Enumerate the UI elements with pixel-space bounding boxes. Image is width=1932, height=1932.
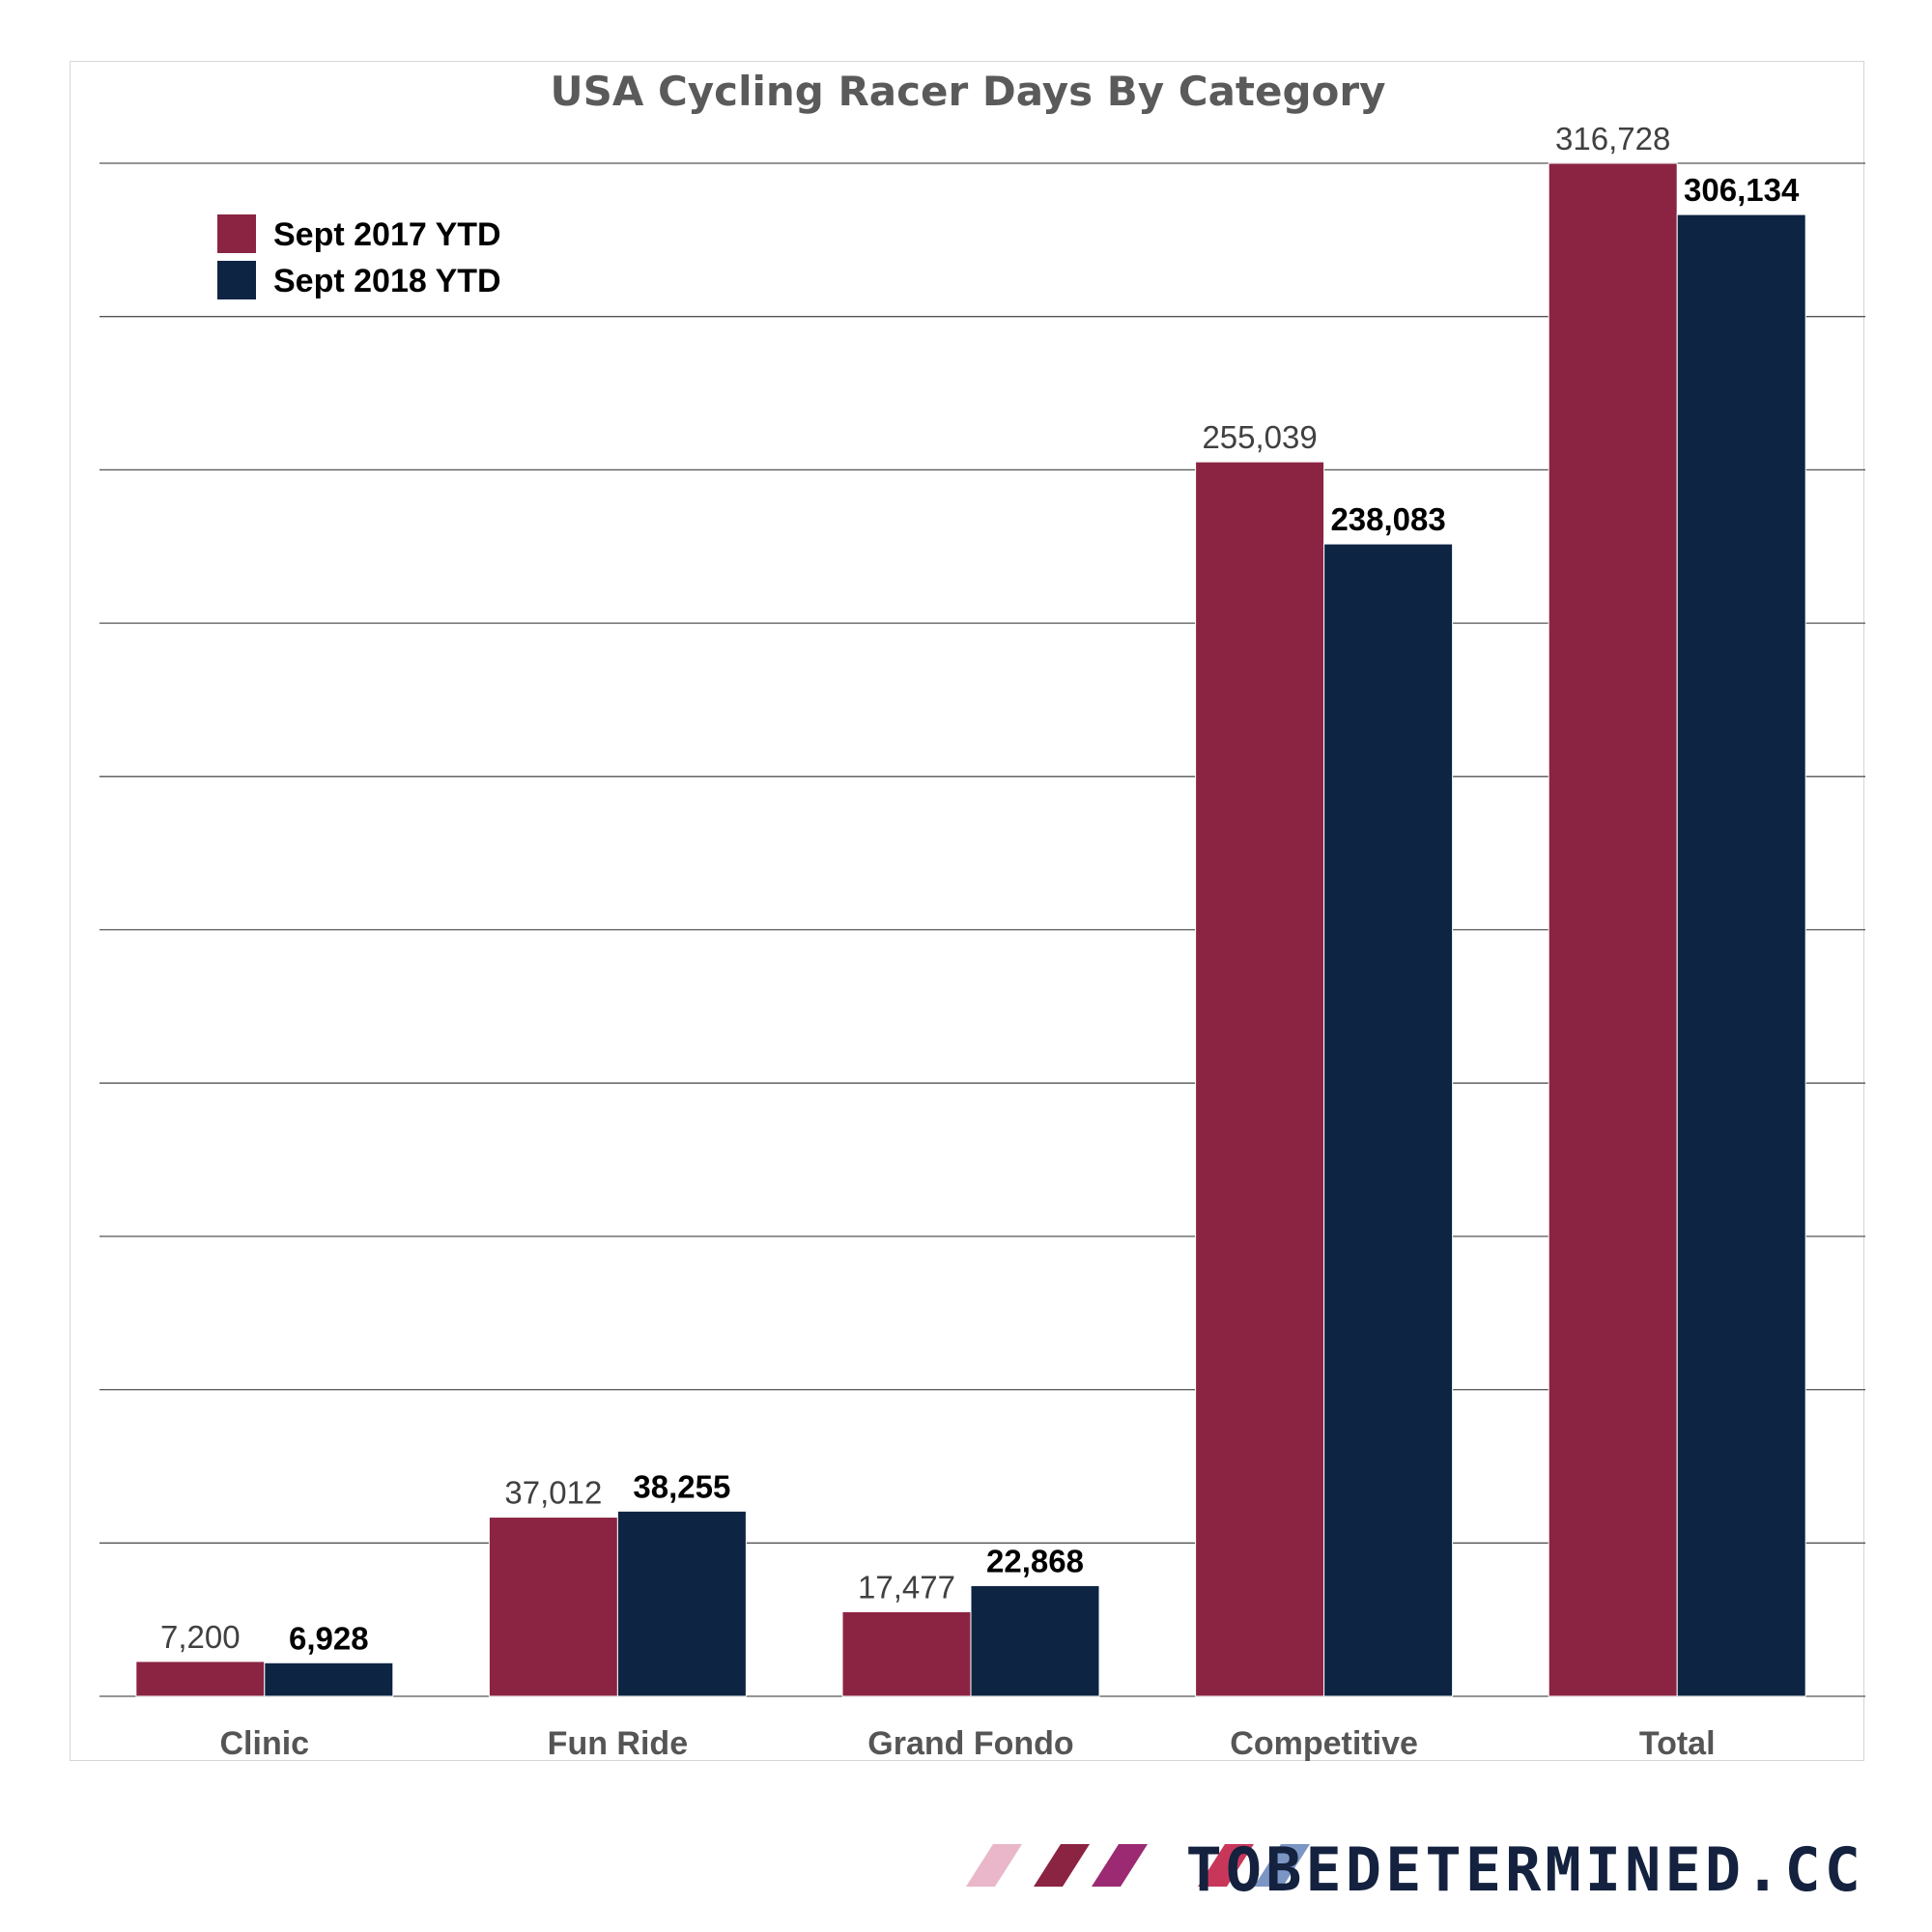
data-label: 238,083 [1330,501,1445,537]
bar [841,1610,972,1697]
category-label: Clinic [220,1725,310,1762]
data-label: 255,039 [1202,419,1317,455]
data-label: 38,255 [633,1468,730,1504]
bar [1323,543,1454,1697]
data-label: 6,928 [289,1620,369,1656]
bar [970,1584,1100,1697]
data-label: 17,477 [858,1569,955,1605]
bar [1548,162,1678,1697]
legend-label: Sept 2017 YTD [273,216,501,253]
bar [1676,213,1806,1697]
data-label: 37,012 [504,1475,602,1511]
brand-stripe [1198,1844,1254,1887]
category-label: Total [1639,1725,1716,1762]
brand-text: TOBEDETERMINED.CC [1185,1834,1864,1905]
bar-chart: USA Cycling Racer Days By Category 7,200… [99,68,1865,1762]
bar [616,1510,747,1697]
data-label: 306,134 [1684,172,1800,208]
bar [488,1517,618,1697]
category-labels: Clinic Fun Ride Grand Fondo Competitive Tota… [220,1725,1716,1762]
brand-stripe [1254,1844,1310,1887]
data-label: 316,728 [1555,121,1670,156]
value-labels: 7,200 6,928 37,012 38,255 17,477 22,868 255,03… [160,121,1800,1656]
legend: Sept 2017 YTD Sept 2018 YTD [217,214,501,299]
legend-swatch [217,214,256,253]
data-label: 7,200 [160,1619,241,1655]
brand-stripes [966,1844,1310,1887]
category-label: Fun Ride [548,1725,688,1762]
data-label: 22,868 [986,1543,1084,1578]
bar [135,1661,266,1697]
category-label: Competitive [1230,1725,1418,1762]
category-label: Grand Fondo [867,1725,1073,1762]
chart-frame: USA Cycling Racer Days By Category 7,200… [70,61,1865,1762]
bar [264,1662,394,1697]
bars [135,162,1806,1697]
brand-stripe [966,1844,1022,1887]
chart-title: USA Cycling Racer Days By Category [550,68,1385,115]
brand-footer: TOBEDETERMINED.CC [956,1831,1864,1908]
legend-label: Sept 2018 YTD [273,263,501,299]
brand-stripe [1092,1844,1148,1887]
brand-stripe [1034,1844,1090,1887]
legend-swatch [217,261,256,299]
bar [1195,461,1325,1697]
